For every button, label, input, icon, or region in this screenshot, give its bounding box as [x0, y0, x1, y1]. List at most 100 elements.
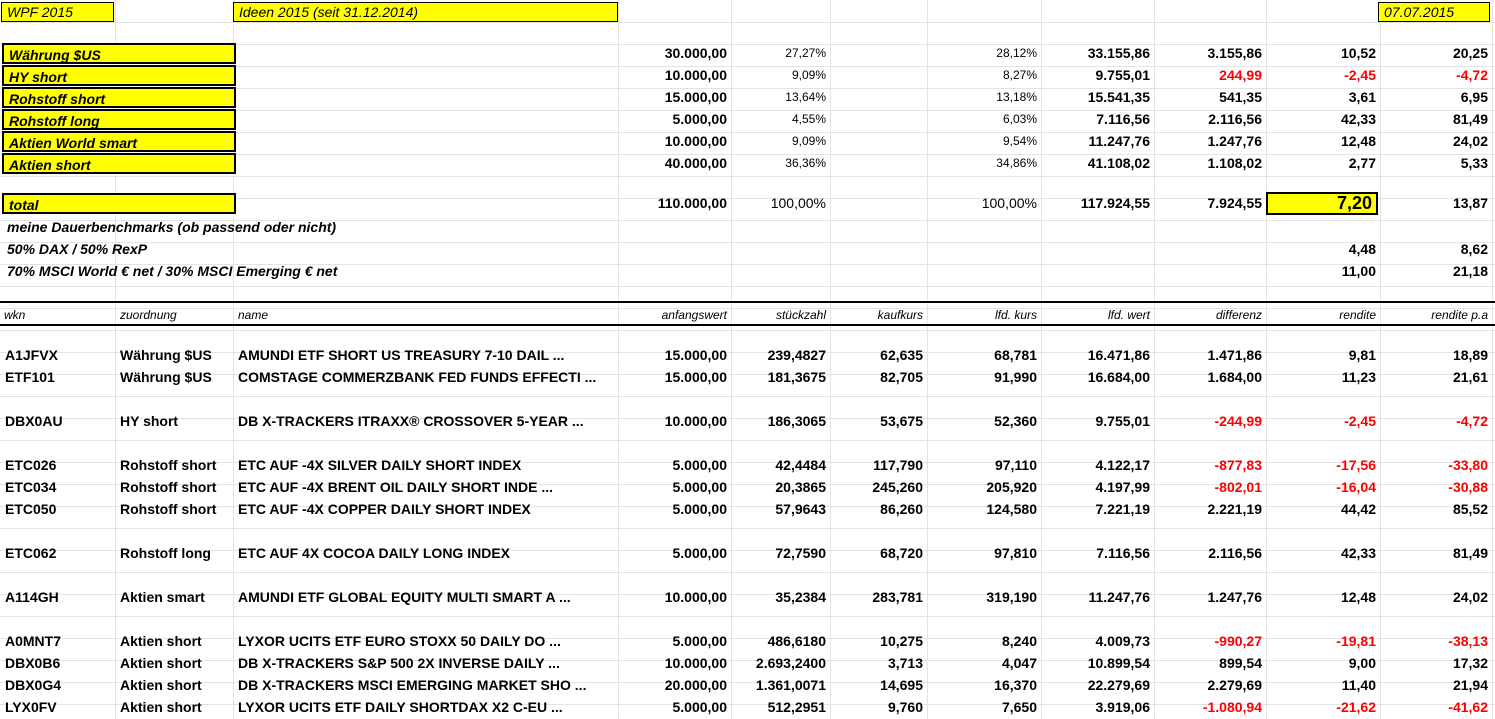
position-lfd-wert-cell[interactable]: 7.221,19	[1095, 501, 1151, 517]
summary-rendite-pa-cell[interactable]: 5,33	[1460, 155, 1488, 171]
summary-anfangswert-cell[interactable]: 10.000,00	[664, 67, 727, 83]
position-wkn-cell[interactable]: DBX0B6	[5, 655, 61, 671]
position-lfd-wert-cell[interactable]: 4.197,99	[1095, 479, 1151, 495]
total-differenz-cell[interactable]: 7.924,55	[1207, 195, 1263, 211]
position-zuordnung-cell[interactable]: Aktien short	[120, 655, 202, 671]
position-rendite-cell[interactable]: -2,45	[1344, 413, 1376, 429]
summary-anteil-aktuell-cell[interactable]: 9,54%	[1002, 134, 1037, 148]
position-differenz-cell[interactable]: -244,99	[1214, 413, 1262, 429]
position-anfangswert-cell[interactable]: 5.000,00	[672, 545, 728, 561]
position-rendite-pa-cell[interactable]: -41,62	[1448, 699, 1488, 715]
position-rendite-pa-cell[interactable]: 21,94	[1452, 677, 1488, 693]
position-lfd-kurs-cell[interactable]: 7,650	[1001, 699, 1037, 715]
position-kaufkurs-cell[interactable]: 245,260	[872, 479, 923, 495]
position-wkn-cell[interactable]: A1JFVX	[5, 347, 58, 363]
position-rendite-pa-cell[interactable]: 24,02	[1452, 589, 1488, 605]
summary-differenz-cell[interactable]: 2.116,56	[1208, 111, 1262, 127]
summary-rendite-pa-cell[interactable]: 81,49	[1452, 111, 1488, 127]
position-rendite-cell[interactable]: -21,62	[1336, 699, 1376, 715]
position-rendite-pa-cell[interactable]: -30,88	[1448, 479, 1488, 495]
position-zuordnung-cell[interactable]: Aktien short	[120, 699, 202, 715]
position-name-cell[interactable]: LYXOR UCITS ETF EURO STOXX 50 DAILY DO .…	[238, 633, 561, 649]
summary-anfangswert-cell[interactable]: 10.000,00	[664, 133, 727, 149]
position-wkn-cell[interactable]: ETC062	[5, 545, 57, 561]
position-wkn-cell[interactable]: A114GH	[5, 589, 59, 605]
position-name-cell[interactable]: DB X-TRACKERS MSCI EMERGING MARKET SHO .…	[238, 677, 587, 693]
summary-differenz-cell[interactable]: 3.155,86	[1207, 45, 1263, 61]
position-kaufkurs-cell[interactable]: 82,705	[880, 369, 923, 385]
position-zuordnung-cell[interactable]: Rohstoff short	[120, 457, 217, 473]
position-lfd-wert-cell[interactable]: 16.684,00	[1087, 369, 1150, 385]
position-kaufkurs-cell[interactable]: 9,760	[887, 699, 923, 715]
summary-anteil-cell[interactable]: 13,64%	[785, 90, 826, 104]
position-wkn-cell[interactable]: ETF101	[5, 369, 55, 385]
position-differenz-cell[interactable]: 2.221,19	[1207, 501, 1263, 517]
summary-wert-cell[interactable]: 41.108,02	[1087, 155, 1150, 171]
position-zuordnung-cell[interactable]: Währung $US	[120, 347, 212, 363]
summary-anfangswert-cell[interactable]: 40.000,00	[664, 155, 727, 171]
position-lfd-kurs-cell[interactable]: 91,990	[994, 369, 1037, 385]
sheet-title-cell[interactable]: WPF 2015	[1, 2, 114, 22]
position-stueckzahl-cell[interactable]: 57,9643	[775, 501, 826, 517]
position-lfd-kurs-cell[interactable]: 4,047	[1001, 655, 1037, 671]
position-lfd-kurs-cell[interactable]: 124,580	[986, 501, 1037, 517]
benchmark-rendite-cell[interactable]: 11,00	[1341, 263, 1376, 279]
position-stueckzahl-cell[interactable]: 2.693,2400	[755, 655, 826, 671]
summary-rendite-cell[interactable]: 2,77	[1348, 155, 1376, 171]
position-lfd-wert-cell[interactable]: 10.899,54	[1087, 655, 1150, 671]
position-name-cell[interactable]: ETC AUF -4X BRENT OIL DAILY SHORT INDE .…	[238, 479, 554, 495]
summary-anteil-cell[interactable]: 9,09%	[791, 134, 826, 148]
position-kaufkurs-cell[interactable]: 53,675	[880, 413, 923, 429]
position-lfd-wert-cell[interactable]: 22.279,69	[1087, 677, 1150, 693]
summary-rendite-cell[interactable]: 12,48	[1340, 133, 1376, 149]
position-zuordnung-cell[interactable]: Aktien short	[120, 677, 202, 693]
position-name-cell[interactable]: AMUNDI ETF GLOBAL EQUITY MULTI SMART A .…	[238, 589, 571, 605]
position-rendite-pa-cell[interactable]: -33,80	[1448, 457, 1488, 473]
summary-rendite-cell[interactable]: -2,45	[1344, 67, 1376, 83]
summary-rendite-cell[interactable]: 3,61	[1348, 89, 1376, 105]
position-lfd-wert-cell[interactable]: 7.116,56	[1096, 545, 1150, 561]
position-name-cell[interactable]: ETC AUF 4X COCOA DAILY LONG INDEX	[238, 545, 510, 561]
position-name-cell[interactable]: LYXOR UCITS ETF DAILY SHORTDAX X2 C-EU .…	[238, 699, 563, 715]
header-kaufkurs[interactable]: kaufkurs	[877, 308, 923, 322]
position-differenz-cell[interactable]: 2.279,69	[1207, 677, 1263, 693]
summary-rendite-pa-cell[interactable]: 24,02	[1452, 133, 1488, 149]
position-name-cell[interactable]: DB X-TRACKERS ITRAXX® CROSSOVER 5-YEAR .…	[238, 413, 584, 429]
position-anfangswert-cell[interactable]: 15.000,00	[664, 369, 727, 385]
position-rendite-pa-cell[interactable]: 85,52	[1452, 501, 1488, 517]
position-zuordnung-cell[interactable]: Rohstoff short	[120, 501, 217, 517]
position-kaufkurs-cell[interactable]: 3,713	[887, 655, 923, 671]
summary-differenz-cell[interactable]: 541,35	[1219, 89, 1262, 105]
header-anfangswert[interactable]: anfangswert	[661, 308, 727, 322]
position-stueckzahl-cell[interactable]: 42,4484	[775, 457, 826, 473]
total-anteil-aktuell-cell[interactable]: 100,00%	[981, 195, 1037, 211]
summary-anteil-cell[interactable]: 36,36%	[785, 156, 826, 170]
position-rendite-cell[interactable]: 12,48	[1340, 589, 1376, 605]
position-anfangswert-cell[interactable]: 10.000,00	[664, 413, 727, 429]
header-name[interactable]: name	[238, 308, 269, 322]
position-stueckzahl-cell[interactable]: 186,3065	[767, 413, 826, 429]
position-rendite-pa-cell[interactable]: -38,13	[1448, 633, 1488, 649]
position-name-cell[interactable]: ETC AUF -4X COPPER DAILY SHORT INDEX	[238, 501, 531, 517]
position-rendite-cell[interactable]: 9,00	[1348, 655, 1376, 671]
position-differenz-cell[interactable]: 2.116,56	[1208, 545, 1262, 561]
position-zuordnung-cell[interactable]: Rohstoff short	[120, 479, 217, 495]
benchmark-rendite-cell[interactable]: 4,48	[1348, 241, 1376, 257]
summary-anteil-aktuell-cell[interactable]: 6,03%	[1002, 112, 1037, 126]
position-wkn-cell[interactable]: DBX0AU	[5, 413, 63, 429]
position-wkn-cell[interactable]: ETC026	[5, 457, 57, 473]
position-anfangswert-cell[interactable]: 10.000,00	[664, 589, 727, 605]
position-rendite-pa-cell[interactable]: 21,61	[1452, 369, 1488, 385]
position-differenz-cell[interactable]: -877,83	[1214, 457, 1262, 473]
report-date-cell[interactable]: 07.07.2015	[1378, 2, 1490, 22]
summary-wert-cell[interactable]: 33.155,86	[1087, 45, 1150, 61]
summary-anteil-aktuell-cell[interactable]: 8,27%	[1002, 68, 1037, 82]
summary-differenz-cell[interactable]: 1.247,76	[1207, 133, 1263, 149]
position-rendite-cell[interactable]: 11,23	[1341, 369, 1376, 385]
benchmark-title-cell[interactable]: meine Dauerbenchmarks (ob passend oder n…	[7, 219, 337, 235]
total-rendite-cell[interactable]: 7,20	[1266, 192, 1378, 215]
position-rendite-cell[interactable]: 44,42	[1340, 501, 1376, 517]
position-kaufkurs-cell[interactable]: 117,790	[873, 457, 923, 473]
position-wkn-cell[interactable]: ETC050	[5, 501, 57, 517]
position-rendite-cell[interactable]: 9,81	[1348, 347, 1376, 363]
